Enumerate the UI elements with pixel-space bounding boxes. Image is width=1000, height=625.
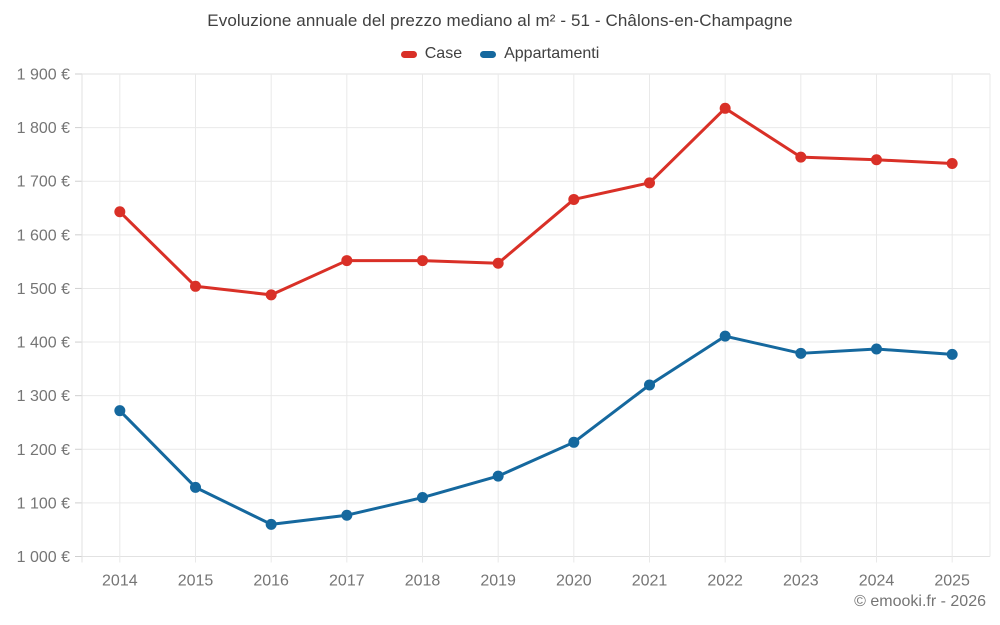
x-axis-label-2022: 2022 (707, 573, 743, 590)
x-axis-label-2017: 2017 (329, 573, 365, 590)
y-axis-label-1800: 1 800 € (17, 120, 70, 137)
y-axis-label-1200: 1 200 € (17, 442, 70, 459)
point-case-2025[interactable] (946, 158, 958, 170)
point-case-2023[interactable] (795, 151, 807, 163)
point-appartamenti-2014[interactable] (114, 405, 126, 417)
legend-item-case[interactable]: Case (400, 45, 463, 63)
point-case-2019[interactable] (492, 257, 504, 269)
point-case-2017[interactable] (341, 255, 353, 267)
point-appartamenti-2023[interactable] (795, 347, 807, 359)
line-appartamenti (118, 334, 954, 526)
x-axis-label-2014: 2014 (102, 573, 138, 590)
copyright-text: © emooki.fr - 2026 (854, 593, 986, 610)
point-case-2016[interactable] (265, 289, 277, 301)
point-case-2018[interactable] (417, 255, 428, 267)
legend-item-appartamenti[interactable]: Appartamenti (480, 45, 599, 63)
y-axis-label-1400: 1 400 € (17, 335, 70, 352)
point-appartamenti-2016[interactable] (265, 518, 277, 530)
point-case-2020[interactable] (568, 193, 580, 205)
point-appartamenti-2024[interactable] (871, 343, 882, 355)
legend-swatch-appartamenti (480, 50, 497, 58)
point-appartamenti-2015[interactable] (190, 481, 201, 493)
point-appartamenti-2019[interactable] (492, 470, 504, 482)
x-axis-label-2019: 2019 (480, 573, 516, 590)
line-case (118, 106, 954, 297)
point-case-2022[interactable] (719, 102, 731, 114)
legend-swatch-case (400, 50, 417, 58)
y-axis-label-1000: 1 000 € (17, 549, 70, 566)
x-axis-label-2015: 2015 (178, 573, 214, 590)
point-appartamenti-2017[interactable] (341, 509, 353, 521)
y-axis-label-1900: 1 900 € (17, 67, 70, 84)
point-appartamenti-2021[interactable] (644, 379, 655, 391)
legend-label-appartamenti: Appartamenti (504, 45, 600, 62)
y-axis-label-1300: 1 300 € (17, 388, 70, 405)
point-appartamenti-2018[interactable] (417, 492, 428, 504)
point-case-2014[interactable] (114, 206, 126, 218)
x-axis-label-2018: 2018 (405, 573, 441, 590)
y-axis-label-1700: 1 700 € (17, 174, 70, 191)
x-axis-label-2024: 2024 (859, 573, 895, 590)
x-axis-label-2023: 2023 (783, 573, 819, 590)
chart-legend: Case Appartamenti (0, 45, 1000, 63)
x-axis-label-2016: 2016 (253, 573, 289, 590)
y-axis-label-1500: 1 500 € (17, 281, 70, 298)
point-appartamenti-2022[interactable] (719, 330, 731, 342)
chart-title: Evoluzione annuale del prezzo mediano al… (207, 11, 793, 30)
y-axis-label-1600: 1 600 € (17, 227, 70, 244)
x-axis-label-2021: 2021 (632, 573, 668, 590)
point-case-2015[interactable] (190, 280, 201, 292)
point-appartamenti-2020[interactable] (568, 436, 580, 448)
point-case-2024[interactable] (871, 154, 882, 166)
legend-label-case: Case (424, 45, 463, 62)
x-axis-label-2020: 2020 (556, 573, 592, 590)
x-axis-label-2025: 2025 (934, 573, 970, 590)
y-axis-label-1100: 1 100 € (17, 495, 70, 512)
point-appartamenti-2025[interactable] (946, 348, 958, 360)
point-case-2021[interactable] (644, 177, 655, 189)
